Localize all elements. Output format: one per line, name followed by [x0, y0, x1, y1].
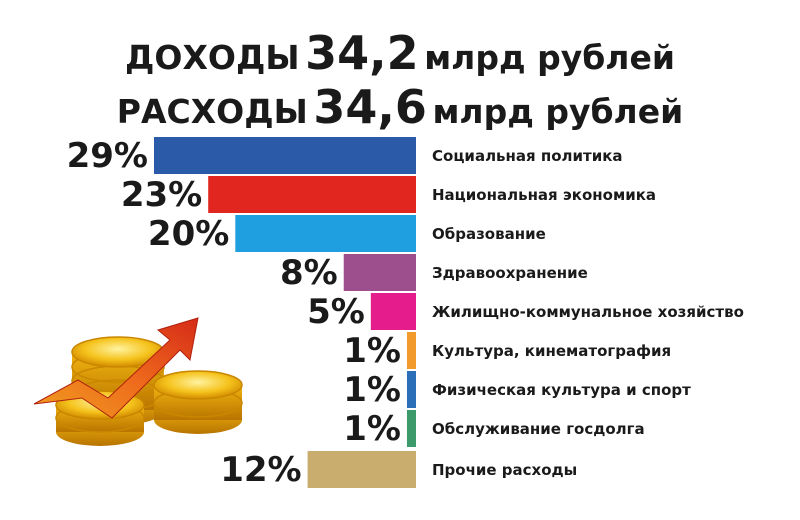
bar-5: [370, 293, 416, 330]
bar-category-label: Обслуживание госдолга: [432, 420, 645, 438]
income-unit: млрд рублей: [424, 38, 675, 77]
bar-value-label: 23%: [121, 175, 202, 215]
bar-category-label: Физическая культура и спорт: [432, 381, 691, 399]
bar-value-label: 12%: [220, 450, 301, 490]
bar-category-label: Прочие расходы: [432, 461, 577, 479]
expense-unit: млрд рублей: [432, 92, 684, 131]
bar-value-label: 1%: [343, 331, 401, 371]
bar-6: [406, 332, 416, 369]
expense-value: 34,6: [313, 80, 427, 134]
bar-2: [208, 176, 416, 213]
bar-9: [307, 451, 416, 488]
bar-3: [235, 215, 416, 252]
income-line: ДОХОДЫ 34,2 млрд рублей: [0, 26, 800, 80]
bars: 29% Социальная политика 23% Национальная эк…: [67, 136, 744, 490]
bar-category-label: Жилищно-коммунальное хозяйство: [432, 303, 744, 321]
bar-category-label: Образование: [432, 225, 546, 243]
bar-4: [343, 254, 416, 291]
expense-label: РАСХОДЫ: [116, 92, 308, 131]
bar-8: [406, 410, 416, 447]
bar-category-label: Социальная политика: [432, 147, 623, 165]
bar-value-label: 5%: [307, 292, 365, 332]
coins-growth-arrow-icon: [33, 317, 243, 446]
bar-category-label: Культура, кинематография: [432, 342, 671, 360]
bar-category-label: Национальная экономика: [432, 186, 656, 204]
bar-value-label: 29%: [67, 136, 148, 176]
bar-value-label: 1%: [343, 409, 401, 449]
income-label: ДОХОДЫ: [125, 38, 300, 77]
bar-1: [154, 137, 416, 174]
expense-line: РАСХОДЫ 34,6 млрд рублей: [0, 80, 800, 134]
bar-7: [406, 371, 416, 408]
bar-value-label: 1%: [343, 370, 401, 410]
bar-value-label: 8%: [280, 253, 338, 293]
income-value: 34,2: [305, 26, 419, 80]
bar-value-label: 20%: [148, 214, 229, 254]
bar-category-label: Здравоохранение: [432, 264, 588, 282]
